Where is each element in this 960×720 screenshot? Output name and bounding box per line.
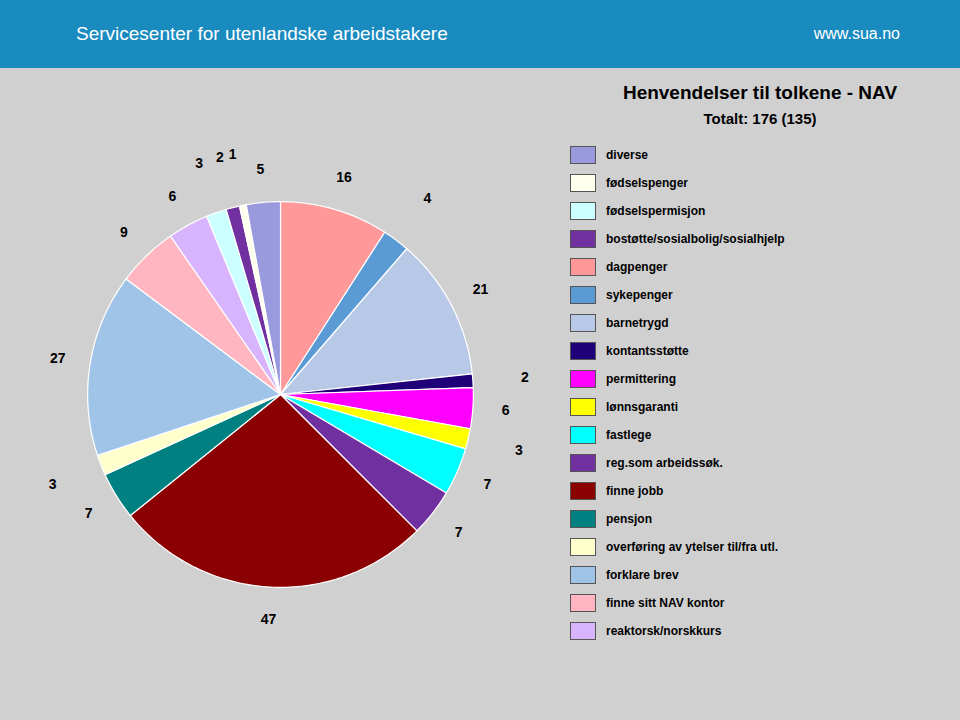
svg-text:21: 21: [473, 281, 489, 297]
html-text:finne sitt NAV kontor: finne sitt NAV kontor: [606, 596, 725, 610]
svg-text:16: 16: [336, 169, 352, 185]
html-text:lønnsgaranti: lønnsgaranti: [606, 400, 678, 414]
html-text:www.sua.no: www.sua.no: [813, 25, 900, 42]
html-text:forklare brev: forklare brev: [606, 568, 679, 582]
svg-text:7: 7: [85, 505, 93, 521]
svg-text:2: 2: [521, 369, 529, 385]
html-text:fødselspenger: fødselspenger: [606, 176, 688, 190]
html-text:permittering: permittering: [606, 372, 676, 386]
html-text:sykepenger: sykepenger: [606, 288, 673, 302]
svg-text:3: 3: [49, 476, 57, 492]
svg-text:7: 7: [455, 524, 463, 540]
html-text:pensjon: pensjon: [606, 512, 652, 526]
html-text:fastlege: fastlege: [606, 428, 652, 442]
html-text:barnetrygd: barnetrygd: [606, 316, 669, 330]
svg-text:6: 6: [168, 188, 176, 204]
svg-text:5: 5: [256, 161, 264, 177]
html-text:Totalt: 176 (135): Totalt: 176 (135): [703, 110, 817, 127]
svg-text:6: 6: [502, 402, 510, 418]
html-text:Servicesenter for utenlandske: Servicesenter for utenlandske arbeidstak…: [76, 23, 448, 44]
svg-text:4: 4: [423, 190, 431, 206]
html-text:bostøtte/sosialbolig/sosialhje: bostøtte/sosialbolig/sosialhjelp: [606, 232, 785, 246]
svg-text:3: 3: [195, 155, 203, 171]
svg-text:27: 27: [50, 350, 66, 366]
html-text:finne jobb: finne jobb: [606, 484, 664, 498]
svg-text:9: 9: [120, 224, 128, 240]
html-text:kontantsstøtte: kontantsstøtte: [606, 344, 689, 358]
svg-text:1: 1: [229, 146, 237, 162]
html-text:fødselspermisjon: fødselspermisjon: [606, 204, 706, 218]
html-text:diverse: diverse: [606, 148, 648, 162]
html-text:reg.som arbeidssøk.: reg.som arbeidssøk.: [606, 456, 723, 470]
svg-text:3: 3: [515, 442, 523, 458]
svg-text:2: 2: [216, 149, 224, 165]
svg-text:7: 7: [483, 476, 491, 492]
html-text:dagpenger: dagpenger: [606, 260, 668, 274]
html-text:overføring av ytelser til/fra: overføring av ytelser til/fra utl.: [606, 540, 779, 554]
svg-text:47: 47: [261, 611, 277, 627]
html-text:reaktorsk/norskkurs: reaktorsk/norskkurs: [606, 624, 722, 638]
html-text:Henvendelser til tolkene - NAV: Henvendelser til tolkene - NAV: [622, 82, 898, 103]
